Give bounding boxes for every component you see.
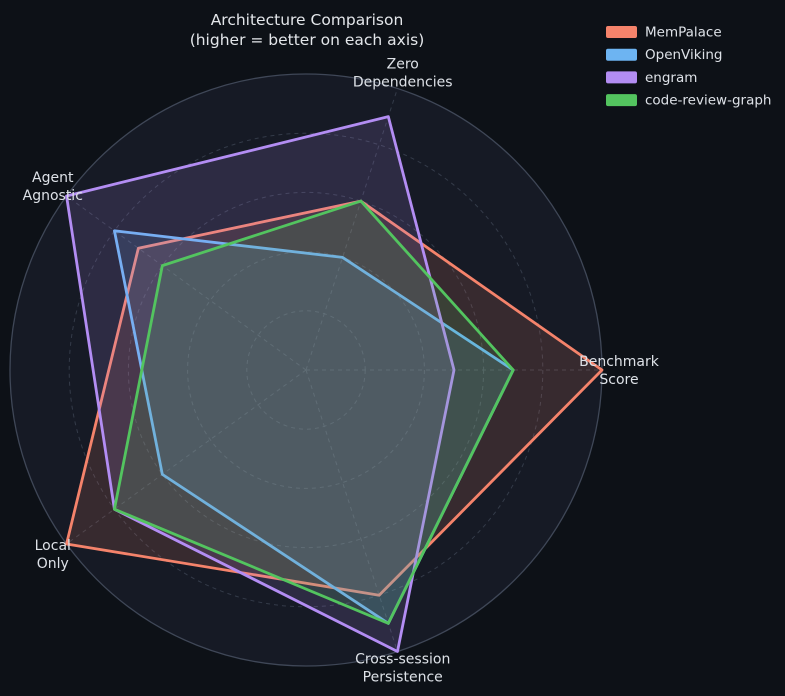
legend-label: OpenViking (645, 47, 722, 63)
series-polygon-code-review-graph (113, 199, 515, 625)
axis-spoke (305, 369, 398, 652)
axis-spoke (66, 369, 307, 545)
legend-label: MemPalace (645, 25, 722, 41)
axis-spoke (305, 88, 398, 371)
title-layer: Architecture Comparison (higher = better… (190, 11, 425, 49)
series-layer (65, 115, 604, 653)
legend-label: code-review-graph (645, 93, 771, 109)
axis-spoke (66, 195, 307, 371)
legend-label: engram (645, 70, 697, 86)
series-polygon-engram (65, 115, 456, 653)
series-polygon-MemPalace (65, 199, 604, 597)
legend-item: engram (606, 70, 697, 86)
legend-item: MemPalace (606, 25, 722, 41)
axis-label-zero-dependencies: Zero Dependencies (353, 56, 453, 90)
legend-swatch (606, 71, 637, 84)
legend-swatch (606, 48, 637, 61)
chart-title: Architecture Comparison (211, 11, 404, 29)
series-polygon-OpenViking (113, 229, 515, 625)
axis-label-cross-session-persistence: Cross-session Persistence (355, 652, 450, 686)
axis-label-layer: Zero Dependencies Benchmark Score Cross-sess… (23, 56, 660, 685)
grid-ring (187, 251, 425, 489)
axis-label-local-only: Local Only (35, 538, 71, 572)
legend: MemPalace OpenViking engram code-review-gra… (606, 25, 771, 109)
legend-swatch (606, 94, 637, 107)
chart-subtitle: (higher = better on each axis) (190, 31, 425, 49)
legend-item: OpenViking (606, 47, 722, 63)
axis-label-benchmark-score: Benchmark Score (579, 354, 660, 388)
legend-item: code-review-graph (606, 93, 771, 109)
legend-swatch (606, 26, 637, 38)
axis-label-agent-agnostic: Agent Agnostic (23, 170, 83, 204)
